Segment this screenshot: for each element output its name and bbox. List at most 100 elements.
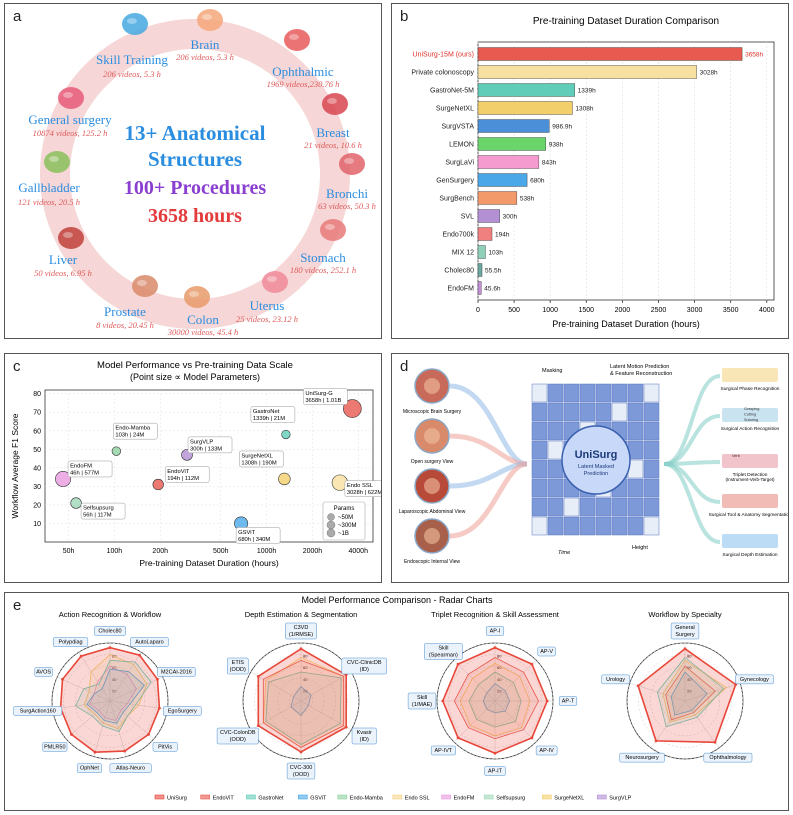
x-axis-label: Pre-training Dataset Duration (hours) bbox=[139, 558, 279, 568]
structure-name: General surgery bbox=[28, 112, 112, 127]
value-label: 45.6h bbox=[484, 286, 501, 293]
bar-endofm bbox=[477, 281, 482, 295]
point-name: GSViT bbox=[238, 530, 255, 536]
output-label: Surgical Phase Recognition bbox=[721, 386, 780, 392]
panel-d-label: d bbox=[400, 358, 409, 375]
bar-surgvsta bbox=[477, 119, 550, 133]
bar-private-colonoscopy bbox=[477, 65, 697, 79]
point-surgenetxl bbox=[278, 472, 291, 486]
visible-patch bbox=[579, 402, 596, 422]
radar-axis-box bbox=[535, 745, 558, 756]
visible-patch bbox=[627, 421, 644, 441]
size-legend-marker bbox=[326, 520, 336, 530]
radar-tick-label: 40 bbox=[497, 677, 502, 682]
training-icon-highlight bbox=[127, 18, 137, 24]
radar-axis-box bbox=[670, 622, 700, 640]
y-tick-label: 60 bbox=[33, 428, 41, 435]
structure-stat: 50 videos, 6.95 h bbox=[34, 268, 92, 278]
bar-cholec80 bbox=[477, 263, 483, 277]
structure-gallbladder: Gallbladder 121 videos, 20.5 h bbox=[18, 151, 80, 207]
radar-series-endovit bbox=[262, 659, 345, 748]
point-info: 56h | 117M bbox=[83, 513, 112, 519]
point-label-box bbox=[303, 388, 348, 405]
radar-point bbox=[530, 662, 534, 666]
radar-axis-box bbox=[227, 657, 249, 675]
radar-charts: Model Performance Comparison - Radar Cha… bbox=[13, 595, 774, 802]
radar-axis-box bbox=[216, 727, 259, 745]
radar-tick-label: 40 bbox=[112, 677, 117, 682]
radar-point bbox=[79, 654, 83, 658]
structure-name: Skill Training bbox=[96, 52, 168, 67]
radar-point bbox=[713, 740, 717, 744]
category-label: Endo700k bbox=[442, 232, 474, 239]
point-label-box bbox=[164, 466, 210, 483]
unisurg-core-sub: Prediction bbox=[584, 471, 608, 477]
structure-stat: 21 videos, 10.6 h bbox=[304, 140, 362, 150]
output-label: Surgical Depth Estimation bbox=[722, 552, 778, 558]
input-view-detail bbox=[424, 478, 440, 494]
legend-swatch bbox=[200, 794, 210, 800]
radar-axis-label: Kvasir (ID) bbox=[357, 730, 372, 743]
point-label-box bbox=[239, 450, 284, 468]
value-label: 680h bbox=[530, 178, 545, 185]
structure-stat: 206 videos, 5.3 h bbox=[103, 69, 161, 79]
x-tick-label: 3000 bbox=[687, 307, 703, 314]
lungs-icon-shape bbox=[339, 153, 365, 175]
input-view-label: Microscopic Brain Surgery bbox=[403, 409, 462, 415]
latent-pred-label: Latent Motion Prediction bbox=[610, 364, 669, 370]
visible-patch bbox=[643, 402, 660, 422]
legend-label: UniSurg bbox=[167, 796, 187, 802]
structure-stat: 121 videos, 20.5 h bbox=[18, 197, 80, 207]
input-view-label: Endoscopic Internal View bbox=[404, 559, 460, 565]
radar-axis-box bbox=[407, 692, 437, 710]
vocab-label: Suturing bbox=[744, 418, 758, 422]
structure-name: Stomach bbox=[300, 250, 346, 265]
radar-tick-label: 40 bbox=[687, 677, 692, 682]
point-selfsupsurg bbox=[70, 497, 82, 509]
category-label: LEMON bbox=[449, 142, 474, 149]
visible-patch bbox=[643, 497, 660, 517]
point-name: SurgeNetXL bbox=[241, 453, 273, 459]
output-thumbnail bbox=[722, 494, 778, 508]
center-procedures: 100+ Procedures bbox=[124, 177, 267, 199]
colon-icon-highlight bbox=[189, 291, 199, 297]
radar-series-gsvit bbox=[670, 671, 708, 716]
x-tick-label: 500 bbox=[508, 307, 520, 314]
point-name: Endo SSL bbox=[347, 483, 374, 489]
structure-stat: 180 videos, 252.1 h bbox=[290, 265, 356, 275]
value-label: 194h bbox=[495, 232, 510, 239]
legend-swatch bbox=[541, 794, 552, 800]
visible-patch bbox=[643, 421, 660, 441]
category-label: SurgVSTA bbox=[441, 124, 474, 131]
radar-series-surgenetxl bbox=[662, 659, 728, 723]
colon-icon bbox=[184, 286, 210, 308]
radar-series-gsvit bbox=[290, 685, 312, 717]
point-info: 3028h | 622M bbox=[347, 490, 381, 496]
radar-tick-label: 40 bbox=[303, 677, 308, 682]
masked-patch bbox=[611, 402, 628, 422]
brain-icon-highlight bbox=[202, 14, 212, 20]
value-label: 3658h bbox=[745, 52, 763, 59]
legend-label: Endo-Mamba bbox=[350, 796, 384, 802]
legend-swatch bbox=[483, 794, 494, 800]
liver-icon-highlight bbox=[63, 232, 73, 238]
visible-patch bbox=[627, 516, 644, 536]
radar-axis-box bbox=[537, 646, 556, 657]
category-label: EndoFM bbox=[448, 286, 475, 293]
radar-axis-box bbox=[735, 674, 774, 685]
category-label: Cholec80 bbox=[444, 268, 474, 275]
masked-patch bbox=[531, 516, 548, 536]
radar-point bbox=[299, 647, 303, 651]
value-label: 3028h bbox=[700, 70, 718, 77]
input-view-label: Laparoscopic Abdominal View bbox=[399, 509, 466, 515]
legend-swatch bbox=[246, 794, 256, 800]
radar-point bbox=[108, 646, 112, 650]
radar-point bbox=[147, 733, 150, 736]
structure-name: Colon bbox=[187, 312, 219, 327]
panel-a-label: a bbox=[13, 8, 22, 25]
radar-tick-label: 60 bbox=[497, 665, 502, 670]
masked-patch bbox=[547, 440, 564, 460]
